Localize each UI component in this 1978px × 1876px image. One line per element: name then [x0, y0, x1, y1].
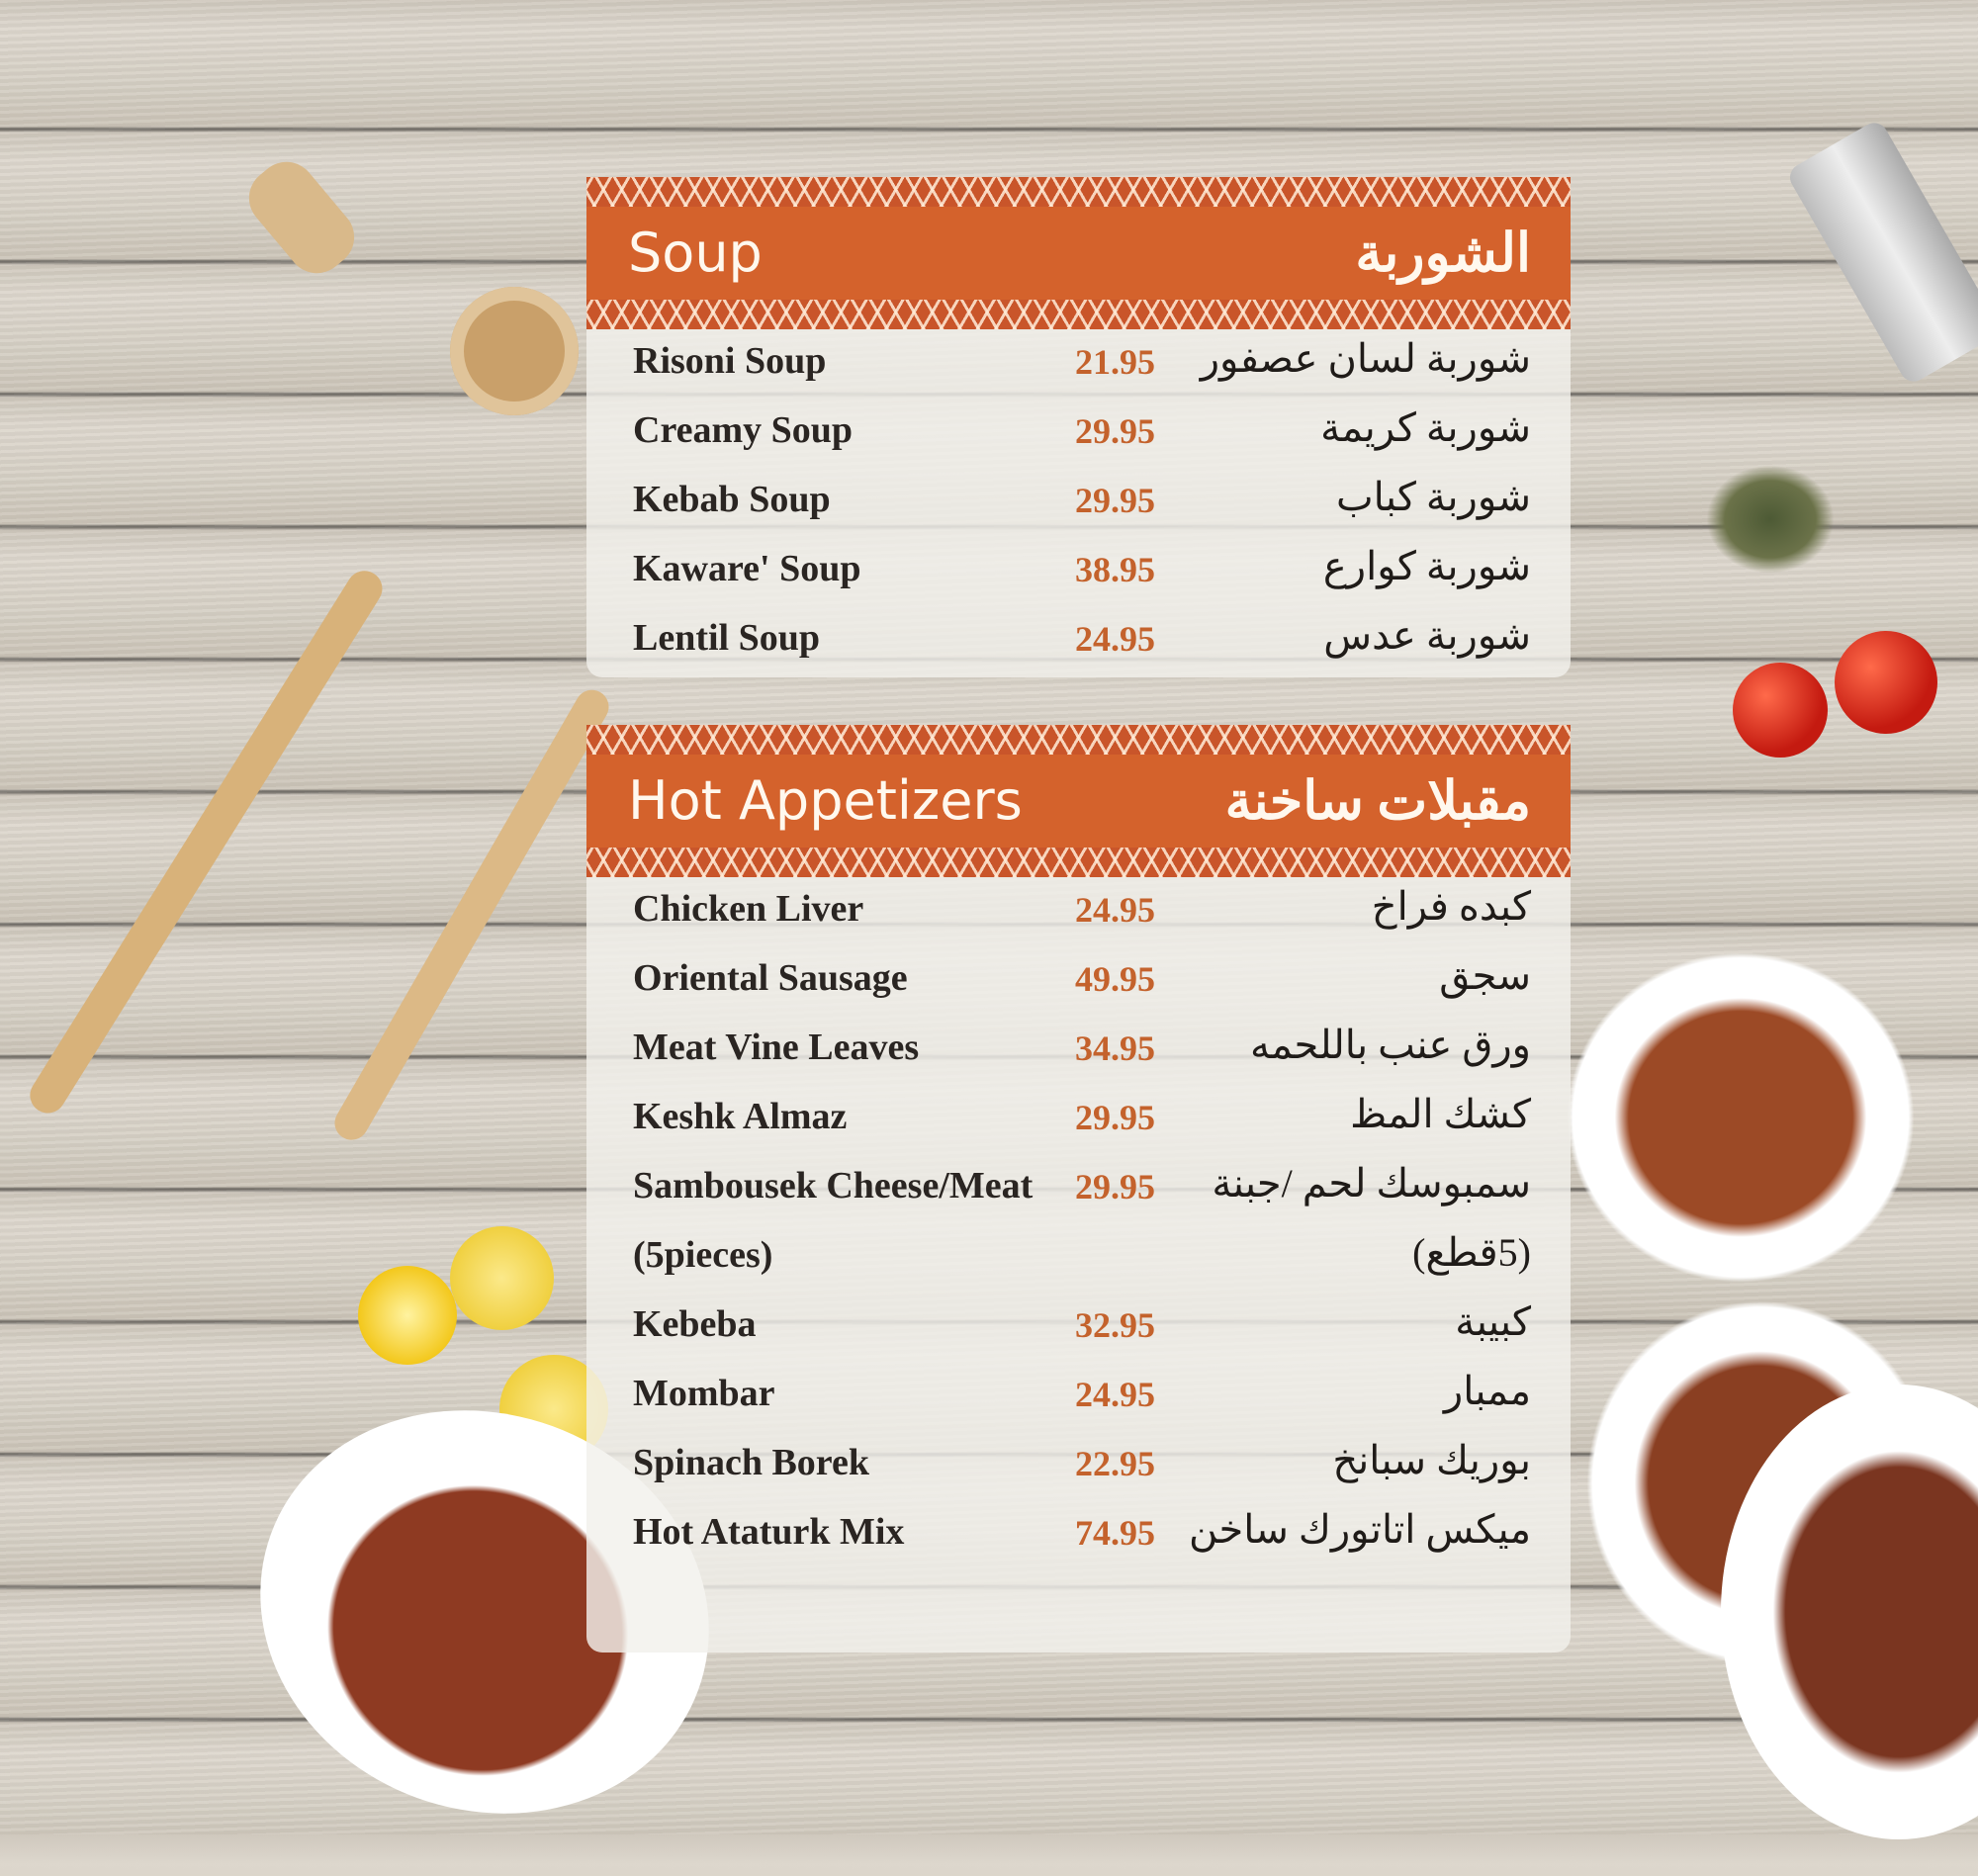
section-header: Soup الشوربة [586, 177, 1571, 329]
item-price: 24.95 [1075, 890, 1155, 930]
item-price: 24.95 [1075, 1375, 1155, 1414]
item-price: 21.95 [1075, 342, 1155, 382]
menu-item: Mombar 24.95 ممبار [586, 1362, 1571, 1431]
menu-item: Chicken Liver 24.95 كبده فراخ [586, 877, 1571, 946]
item-name-ar: ممبار [1443, 1369, 1531, 1413]
menu-item: Sambousek Cheese/Meat 29.95 سمبوسك لحم /جب… [586, 1154, 1571, 1223]
lemon-slice-image [450, 1226, 554, 1330]
item-name-line2: (5pieces) [633, 1234, 773, 1276]
item-name-ar: شوربة كوارع [1322, 544, 1531, 588]
menu-item: Risoni Soup 21.95 شوربة لسان عصفور [586, 329, 1571, 399]
item-name-ar: شوربة كباب [1335, 475, 1531, 519]
salt-shaker-image [1784, 118, 1978, 387]
item-name: Meat Vine Leaves [633, 1027, 920, 1068]
menu-item: Meat Vine Leaves 34.95 ورق عنب باللحمه [586, 1016, 1571, 1085]
item-name-ar: كبده فراخ [1371, 884, 1531, 929]
item-name: Kaware' Soup [633, 548, 861, 589]
item-name: Sambousek Cheese/Meat [633, 1165, 1034, 1206]
item-name-ar: شوربة لسان عصفور [1200, 336, 1531, 381]
section-title-en: Hot Appetizers [628, 769, 1023, 832]
item-price: 34.95 [1075, 1028, 1155, 1068]
ornament-border [586, 848, 1571, 877]
item-name-ar: كشك المظ [1350, 1092, 1531, 1136]
menu-item: Kebab Soup 29.95 شوربة كباب [586, 468, 1571, 537]
menu-section-hot-appetizers: Hot Appetizers مقبلات ساخنة Chicken Live… [586, 725, 1571, 1653]
menu-item: Lentil Soup 24.95 شوربة عدس [586, 606, 1571, 675]
menu-item: Oriental Sausage 49.95 سجق [586, 946, 1571, 1016]
herbs-image [1706, 465, 1835, 574]
item-name: Mombar [633, 1373, 775, 1414]
lemon-image [358, 1266, 457, 1365]
item-name-ar: ميكس اتاتورك ساخن [1189, 1507, 1531, 1552]
item-name-ar: ورق عنب باللحمه [1249, 1023, 1531, 1067]
item-name: Hot Ataturk Mix [633, 1511, 905, 1553]
item-name: Oriental Sausage [633, 957, 908, 999]
ornament-border [586, 177, 1571, 207]
menu-item: Kaware' Soup 38.95 شوربة كوارع [586, 537, 1571, 606]
menu-item: Keshk Almaz 29.95 كشك المظ [586, 1085, 1571, 1154]
item-name: Risoni Soup [633, 340, 827, 382]
tomato-image [1835, 631, 1937, 734]
item-price: 29.95 [1075, 1098, 1155, 1137]
item-name: Lentil Soup [633, 617, 821, 659]
item-price: 32.95 [1075, 1305, 1155, 1345]
item-name-ar: شوربة كريمة [1320, 405, 1531, 450]
tomato-image [1733, 663, 1828, 758]
pepper-scoop-image [450, 287, 579, 415]
menu-item: Creamy Soup 29.95 شوربة كريمة [586, 399, 1571, 468]
item-price: 29.95 [1075, 481, 1155, 520]
kibbeh-plate-image [1543, 930, 1938, 1305]
item-name-ar: كبيبة [1455, 1299, 1531, 1344]
item-name: Keshk Almaz [633, 1096, 848, 1137]
menu-item: Kebeba 32.95 كبيبة [586, 1293, 1571, 1362]
item-name: Creamy Soup [633, 409, 854, 451]
section-title-ar: الشوربة [1355, 223, 1531, 283]
section-title-en: Soup [628, 222, 763, 284]
item-name-ar-line2: (5قطع) [1412, 1230, 1531, 1275]
item-price: 29.95 [1075, 411, 1155, 451]
menu-section-soup: Soup الشوربة Risoni Soup 21.95 شوربة لسان … [586, 177, 1571, 677]
item-name: Kebab Soup [633, 479, 831, 520]
menu-item: Spinach Borek 22.95 بوريك سبانخ [586, 1431, 1571, 1500]
item-name: Kebeba [633, 1303, 757, 1345]
item-price: 38.95 [1075, 550, 1155, 589]
ornament-border [586, 725, 1571, 755]
item-name-ar: شوربة عدس [1323, 613, 1531, 658]
item-price: 74.95 [1075, 1513, 1155, 1553]
item-name-ar: سجق [1439, 953, 1531, 998]
item-price: 22.95 [1075, 1444, 1155, 1483]
item-name-ar: سمبوسك لحم /جبنة [1212, 1161, 1531, 1206]
ornament-border [586, 300, 1571, 329]
item-price: 49.95 [1075, 959, 1155, 999]
item-name: Chicken Liver [633, 888, 864, 930]
item-name: Spinach Borek [633, 1442, 869, 1483]
spatula-image [23, 564, 390, 1120]
spoon-image [328, 683, 615, 1146]
item-name-ar: بوريك سبانخ [1332, 1438, 1531, 1482]
item-price: 24.95 [1075, 619, 1155, 659]
section-header: Hot Appetizers مقبلات ساخنة [586, 725, 1571, 877]
item-price: 29.95 [1075, 1167, 1155, 1206]
wooden-scoop-image [236, 149, 367, 286]
menu-item-continuation: (5pieces) (5قطع) [586, 1223, 1571, 1293]
section-title-ar: مقبلات ساخنة [1224, 771, 1531, 831]
menu-item: Hot Ataturk Mix 74.95 ميكس اتاتورك ساخن [586, 1500, 1571, 1569]
